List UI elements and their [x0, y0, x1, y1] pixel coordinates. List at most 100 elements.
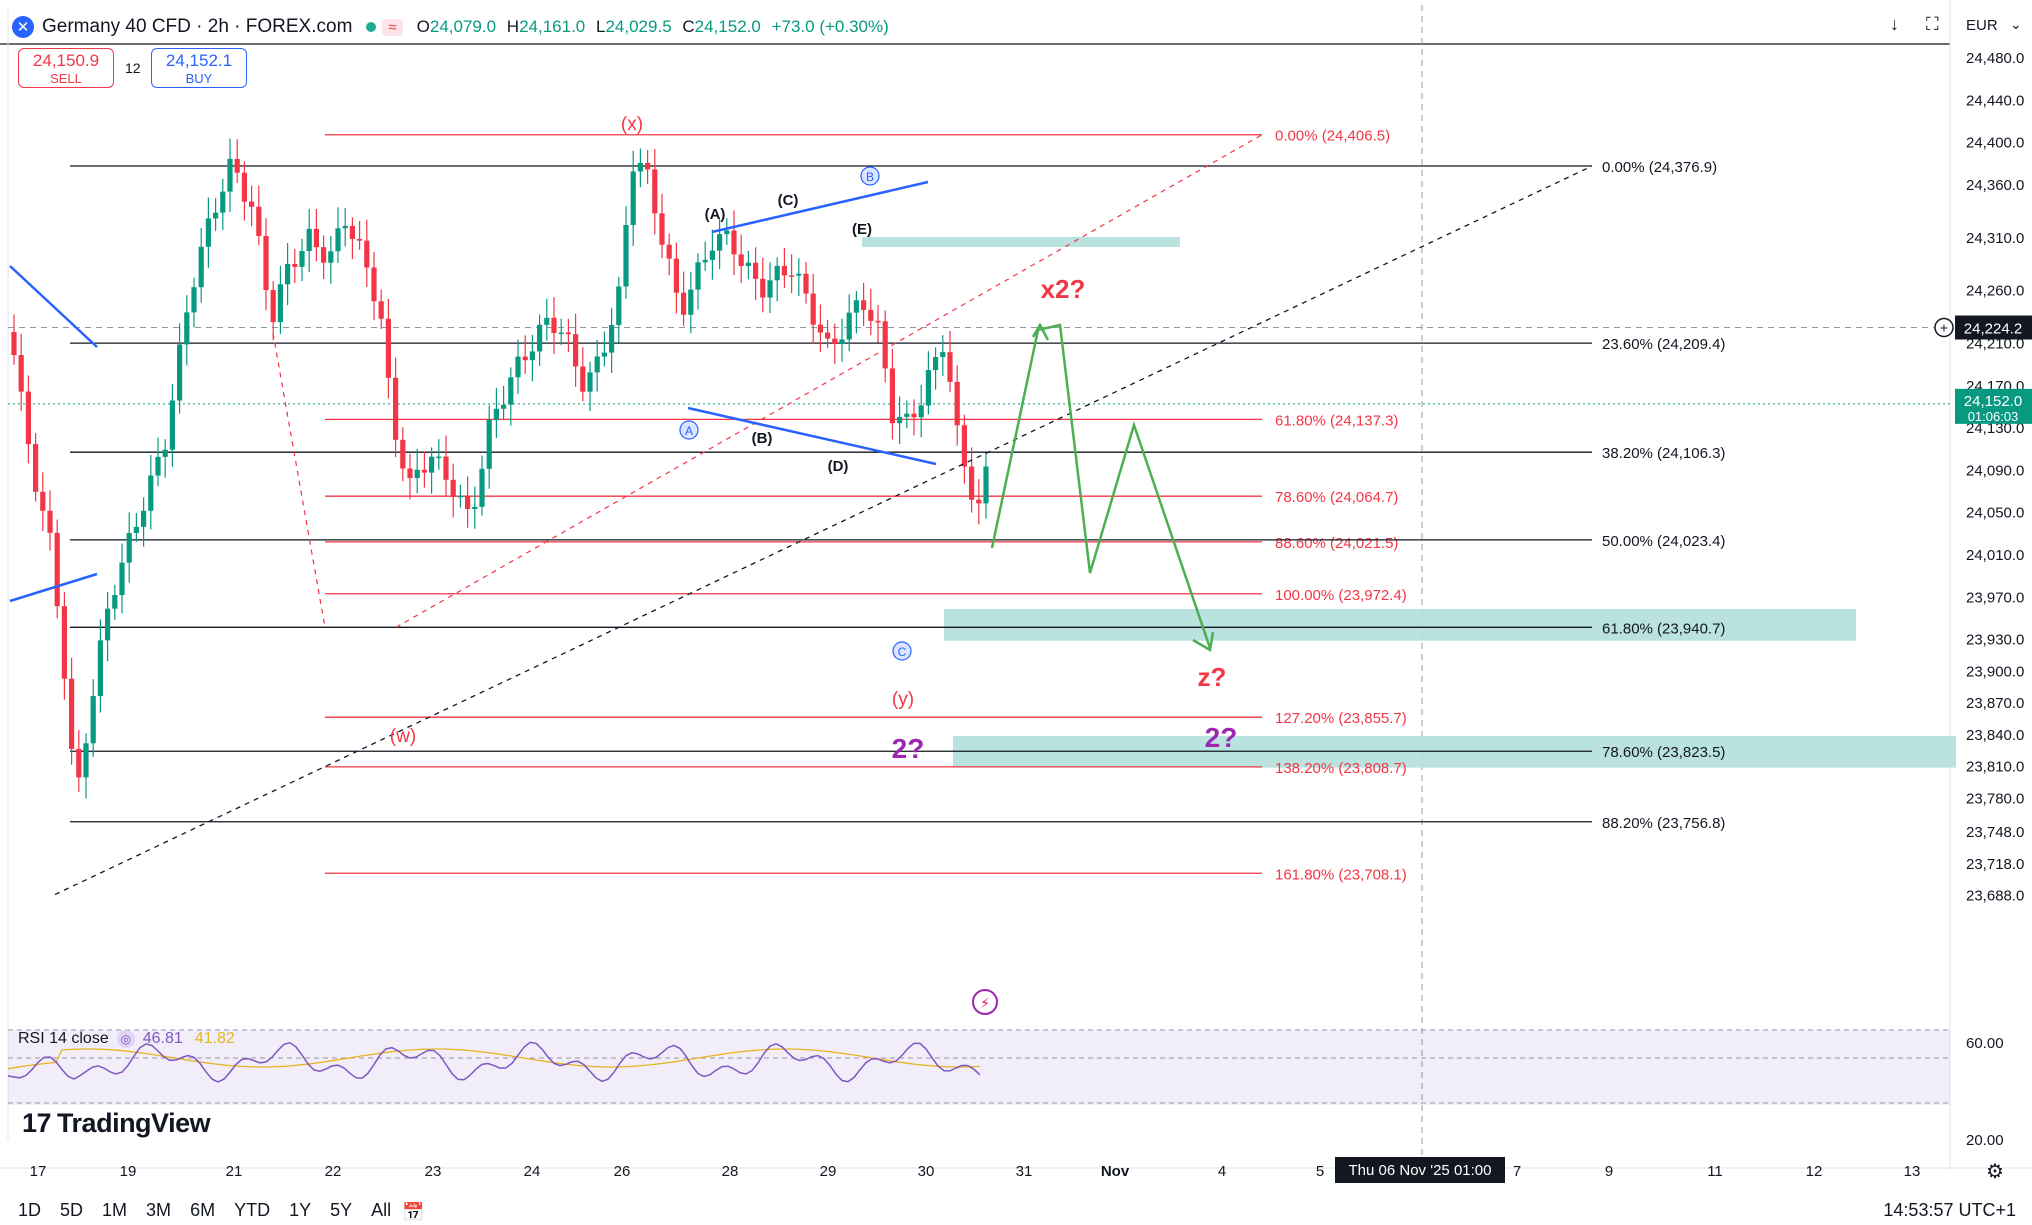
- crosshair-price-tag: [1955, 315, 2032, 340]
- candle-body: [637, 162, 643, 172]
- x-tick-label: 7: [1513, 1163, 1521, 1180]
- candle-body: [198, 246, 204, 288]
- blue-line-1: [9, 265, 98, 348]
- y-tick-label: 24,480.0: [1966, 50, 2024, 67]
- candle-body: [673, 258, 679, 293]
- y-tick-label: 24,050.0: [1966, 505, 2024, 522]
- candle-body: [335, 228, 341, 252]
- candle-body: [285, 263, 291, 285]
- rsi-settings-icon[interactable]: ◎: [116, 1030, 135, 1048]
- projection-arrow-up: [1031, 322, 1050, 341]
- candle-body: [33, 444, 39, 492]
- wave-label-w: (w): [390, 726, 416, 747]
- gear-icon[interactable]: ⚙: [1986, 1161, 2004, 1183]
- timeframe-5y[interactable]: 5Y: [330, 1200, 353, 1220]
- candle-body: [76, 748, 82, 778]
- x-tick-label: 13: [1904, 1163, 1921, 1180]
- y-tick-label: 24,090.0: [1966, 462, 2024, 479]
- candle-body: [753, 262, 759, 279]
- timeframe-1y[interactable]: 1Y: [289, 1200, 312, 1220]
- calendar-icon[interactable]: 📅: [402, 1202, 425, 1222]
- timeframe-ytd[interactable]: YTD: [234, 1200, 271, 1220]
- event-flash-icon: [972, 989, 998, 1015]
- candle-body: [630, 171, 636, 225]
- candle-body: [54, 532, 60, 607]
- wave-label-x: (x): [621, 114, 643, 135]
- x-tick-label: Nov: [1101, 1163, 1130, 1180]
- timeframe-bar: 1D 5D 1M 3M 6M YTD 1Y 5Y All: [18, 1200, 391, 1221]
- download-icon[interactable]: ↓: [1890, 14, 1899, 34]
- candle-body: [400, 439, 406, 469]
- candle-body: [148, 475, 154, 511]
- y-tick-label: 24,130.0: [1966, 420, 2024, 437]
- candle-body: [25, 391, 31, 445]
- candle-body: [558, 332, 564, 335]
- y-tick-label: 24,010.0: [1966, 547, 2024, 564]
- symbol-header[interactable]: ✕ Germany 40 CFD · 2h · FOREX.com ≈ O24,…: [12, 12, 895, 42]
- candle-body: [90, 696, 96, 744]
- x-tick-label: 11: [1707, 1163, 1723, 1180]
- y-tick-label: 24,260.0: [1966, 283, 2024, 300]
- indicator-wave-icon[interactable]: ≈: [382, 18, 403, 36]
- candle-body: [940, 352, 946, 358]
- candle-body: [241, 172, 247, 202]
- x-tick-label: 4: [1218, 1163, 1226, 1180]
- blue-line-2: [9, 572, 98, 603]
- candle-body: [565, 332, 571, 335]
- candle-body: [184, 312, 190, 345]
- symbol-logo-icon: ✕: [12, 16, 34, 38]
- candle-body: [385, 318, 391, 378]
- candle-body: [529, 351, 535, 361]
- candle-body: [133, 526, 139, 534]
- fullscreen-icon[interactable]: ⛶: [1926, 14, 1939, 34]
- wave-label-e: (E): [852, 221, 872, 238]
- candle-body: [465, 495, 471, 510]
- timeframe-3m[interactable]: 3M: [146, 1200, 172, 1220]
- candle-body: [141, 510, 147, 527]
- x-tick-label: 28: [722, 1163, 739, 1180]
- fib-red-label: 88.60% (24,021.5): [1275, 535, 1398, 552]
- circle-label-c-circle: [892, 641, 912, 661]
- candle-body: [954, 381, 960, 426]
- triangle-lower: [687, 406, 937, 466]
- candle-body: [292, 263, 298, 267]
- current-price-tag: [1955, 388, 2032, 424]
- event-flash-glyph: ⚡: [980, 996, 990, 1012]
- y-tick-label: 23,718.0: [1966, 856, 2024, 873]
- candle-body: [522, 356, 528, 361]
- rsi-tick-60: 60.00: [1966, 1035, 2004, 1052]
- timeframe-6m[interactable]: 6M: [190, 1200, 216, 1220]
- timeframe-all[interactable]: All: [371, 1200, 392, 1220]
- candle-body: [414, 469, 420, 479]
- candle-body: [364, 240, 370, 268]
- candle-body: [544, 317, 550, 325]
- spread-value: 12: [125, 60, 141, 76]
- projection-arrow-down: [1192, 631, 1215, 652]
- candle-body: [227, 158, 233, 192]
- timeframe-1d[interactable]: 1D: [18, 1200, 42, 1220]
- fib-red-label: 161.80% (23,708.1): [1275, 866, 1407, 883]
- rsi-legend[interactable]: RSI 14 close ◎ 46.81 41.82: [18, 1030, 235, 1048]
- triangle-upper: [711, 180, 929, 234]
- candle-body: [40, 491, 46, 511]
- candle-body: [162, 449, 168, 457]
- fib-red-label: 78.60% (24,064.7): [1275, 489, 1398, 506]
- x-tick-label: 29: [820, 1163, 837, 1180]
- timeframe-5d[interactable]: 5D: [60, 1200, 84, 1220]
- candle-body: [961, 425, 967, 467]
- candle-body: [551, 317, 557, 333]
- candle-body: [623, 224, 629, 287]
- candle-body: [457, 495, 463, 498]
- candle-body: [436, 456, 442, 459]
- timeframe-1m[interactable]: 1M: [102, 1200, 128, 1220]
- channel-dashed-black: [54, 165, 1593, 896]
- chevron-down-icon[interactable]: ⌄: [2010, 16, 2022, 32]
- buy-button[interactable]: 24,152.1 BUY: [151, 48, 247, 88]
- currency-selector[interactable]: EUR: [1966, 17, 1998, 34]
- candle-body: [969, 466, 975, 500]
- symbol-title[interactable]: Germany 40 CFD · 2h · FOREX.com: [42, 16, 353, 37]
- candle-body: [83, 743, 89, 778]
- candle-body: [256, 206, 262, 236]
- sell-button[interactable]: 24,150.9 SELL: [18, 48, 114, 88]
